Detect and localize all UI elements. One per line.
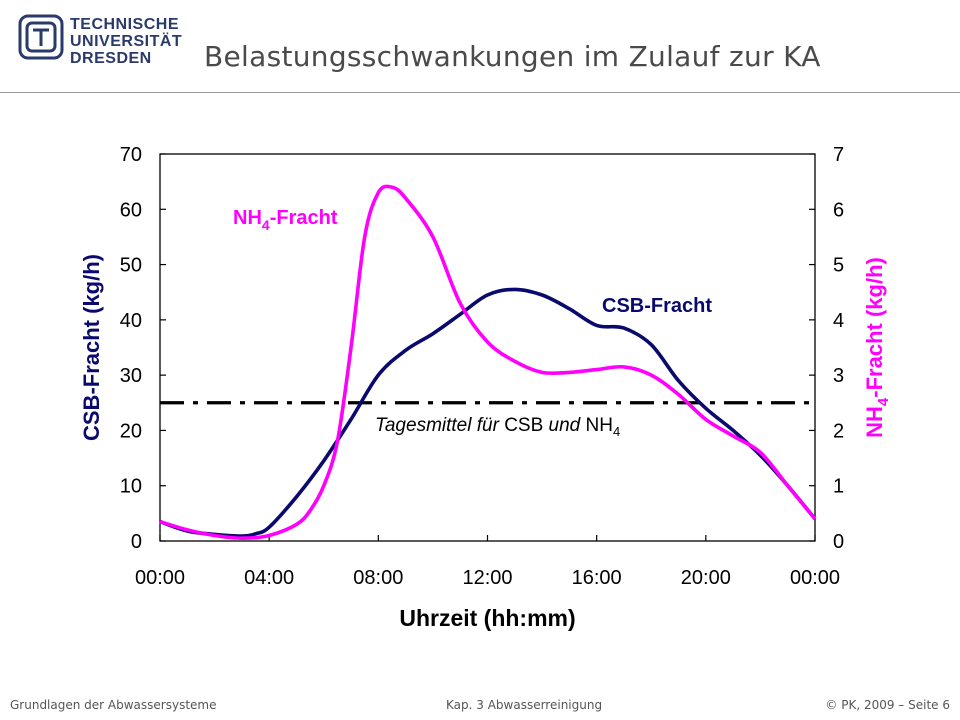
footer-course: Grundlagen der Abwassersysteme [10, 698, 217, 712]
header-divider [0, 92, 960, 93]
y-right-tick-label: 6 [833, 199, 844, 221]
y-left-tick-label: 20 [120, 420, 142, 442]
mean-label-text: Tagesmittel für [375, 415, 504, 436]
y-left-axis-label: CSB-Fracht (kg/h) [79, 254, 104, 441]
series-label-nh4: NH4-Fracht [233, 207, 338, 233]
daily-mean-label: Tagesmittel für CSB und NH4 [375, 415, 620, 439]
nh4-label-main: NH [233, 207, 262, 229]
y-right-label-main: NH [862, 406, 887, 438]
load-fluctuation-chart: 0 10 20 30 40 50 60 70 0 1 2 3 4 5 6 7 00:00 04:00 08:00 12… [79, 144, 892, 631]
logo-line-2: UNIVERSITÄT [70, 33, 183, 50]
x-tick-label: 20:00 [681, 567, 731, 589]
y-right-tick-label: 4 [833, 310, 844, 332]
y-left-tick-label: 10 [120, 476, 142, 498]
nh4-label-rest: -Fracht [270, 207, 338, 229]
y-left-tick-label: 60 [120, 199, 142, 221]
x-tick-label: 00:00 [135, 567, 185, 589]
y-right-axis-label: NH4-Fracht (kg/h) [862, 257, 892, 438]
logo-line-3: DRESDEN [70, 50, 152, 67]
y-right-label-subscript: 4 [875, 397, 892, 406]
y-left-tick-label: 0 [131, 531, 142, 553]
nh4-label-subscript: 4 [262, 217, 270, 233]
slide-title: Belastungsschwankungen im Zulauf zur KA [204, 40, 821, 73]
x-tick-label: 00:00 [790, 567, 840, 589]
mean-label-subscript: 4 [613, 424, 620, 439]
y-right-tick-label: 1 [833, 476, 844, 498]
footer-copyright: © PK, 2009 – Seite 6 [825, 698, 950, 712]
x-tick-label: 12:00 [462, 567, 512, 589]
y-right-tick-label: 3 [833, 365, 844, 387]
y-right-tick-label: 0 [833, 531, 844, 553]
university-logo [18, 14, 64, 64]
y-left-tick-label: 40 [120, 310, 142, 332]
university-name: TECHNISCHE UNIVERSITÄT DRESDEN [70, 16, 182, 67]
y-left-tick-label: 30 [120, 365, 142, 387]
y-right-tick-label: 7 [833, 144, 844, 166]
y-right-tick-label: 5 [833, 255, 844, 277]
logo-line-1: TECHNISCHE [70, 16, 180, 33]
x-tick-label: 04:00 [244, 567, 294, 589]
x-axis-label: Uhrzeit (hh:mm) [399, 605, 575, 631]
mean-label-csb: CSB [504, 415, 543, 436]
mean-label-and: und [543, 415, 585, 436]
footer-chapter: Kap. 3 Abwasserreinigung [446, 698, 603, 712]
mean-label-nh: NH [586, 415, 613, 436]
x-tick-label: 16:00 [572, 567, 622, 589]
tu-dresden-emblem-icon [18, 14, 64, 60]
y-left-tick-label: 50 [120, 255, 142, 277]
series-label-csb: CSB-Fracht [602, 295, 712, 317]
series-line-nh4 [159, 184, 817, 540]
x-tick-label: 08:00 [353, 567, 403, 589]
y-left-tick-label: 70 [120, 144, 142, 166]
y-right-label-rest: -Fracht (kg/h) [862, 257, 887, 398]
y-right-tick-label: 2 [833, 420, 844, 442]
series-line-csb [159, 287, 817, 538]
